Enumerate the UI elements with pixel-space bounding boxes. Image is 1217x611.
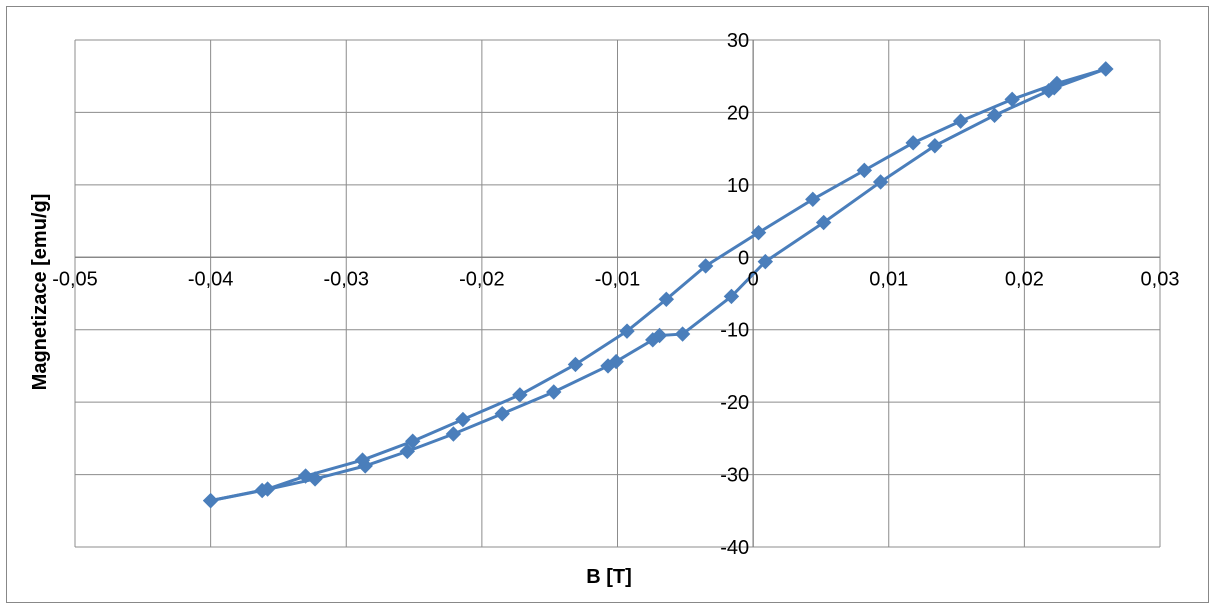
- data-point-marker: [952, 113, 969, 129]
- data-point-marker: [674, 326, 691, 342]
- data-point-marker: [546, 384, 562, 400]
- y-tick-label: 10: [727, 175, 749, 197]
- y-tick-label: 0: [738, 247, 749, 269]
- x-tick-label: -0,05: [52, 268, 98, 290]
- y-axis-title: Magnetizace [emu/g]: [29, 194, 51, 391]
- data-point-marker: [750, 224, 767, 241]
- axes: [75, 40, 1160, 547]
- y-tick-label: -40: [720, 537, 749, 559]
- data-point-marker: [1041, 82, 1057, 99]
- data-point-marker: [905, 135, 921, 151]
- data-point-marker: [404, 433, 421, 449]
- data-point-marker: [805, 191, 821, 208]
- data-point-marker: [658, 291, 675, 308]
- y-tick-label: 20: [727, 102, 749, 124]
- data-point-marker: [399, 443, 415, 460]
- data-point-marker: [259, 481, 276, 497]
- y-tick-label: -10: [720, 320, 749, 342]
- y-tick-label: -30: [720, 465, 749, 487]
- data-point-marker: [856, 162, 873, 179]
- data-point-marker: [1098, 61, 1114, 77]
- x-tick-label: -0,04: [188, 268, 234, 290]
- data-point-marker: [202, 492, 219, 509]
- data-point-marker: [757, 253, 774, 270]
- data-point-marker: [927, 138, 943, 154]
- x-tick-label: 0,02: [1005, 268, 1044, 290]
- data-point-marker: [455, 411, 471, 428]
- data-point-marker: [494, 406, 510, 422]
- data-point-marker: [354, 452, 371, 468]
- data-point-marker: [697, 258, 714, 274]
- data-point-marker: [567, 356, 584, 373]
- data-point-marker: [872, 174, 889, 190]
- x-tick-label: 0,03: [1141, 268, 1180, 290]
- x-axis-title: B [T]: [586, 566, 632, 588]
- data-point-marker: [445, 426, 462, 442]
- data-point-marker: [600, 358, 616, 374]
- data-point-marker: [723, 288, 740, 305]
- data-point-marker: [986, 107, 1003, 124]
- data-point-marker: [815, 214, 832, 231]
- data-point-marker: [645, 332, 661, 348]
- data-point-marker: [619, 323, 635, 339]
- data-point-marker: [1049, 75, 1065, 92]
- series-layer: [202, 61, 1114, 509]
- x-tick-label: -0,03: [323, 268, 369, 290]
- data-point-marker: [1004, 91, 1020, 108]
- y-tick-label: 30: [727, 30, 749, 52]
- x-tick-label: -0,02: [459, 268, 505, 290]
- x-tick-label: 0,01: [869, 268, 908, 290]
- tick-labels: -0,05 -0,04 -0,03 -0,02 -0,01 0 0,01 0,02 0,03 -4…: [52, 30, 1179, 559]
- x-tick-label: -0,01: [595, 268, 641, 290]
- x-tick-label: 0: [748, 268, 759, 290]
- data-point-marker: [297, 468, 314, 484]
- data-point-marker: [512, 387, 528, 403]
- y-tick-label: -20: [720, 392, 749, 414]
